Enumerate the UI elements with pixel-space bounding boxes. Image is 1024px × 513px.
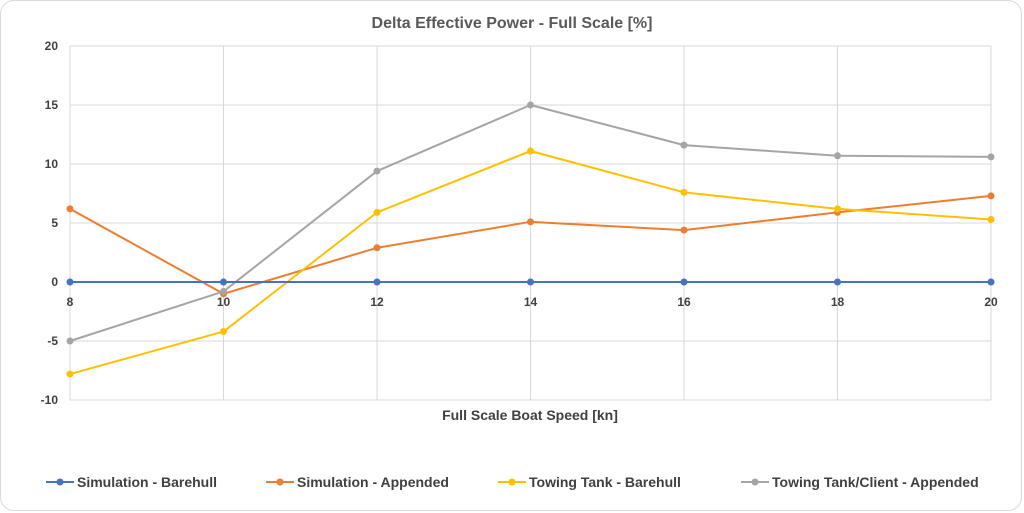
data-point (373, 167, 381, 175)
data-point (987, 215, 995, 223)
data-point (987, 192, 995, 200)
series-layer (66, 101, 995, 378)
legend-label: Simulation - Barehull (77, 474, 217, 490)
legend-swatch-marker (276, 478, 284, 486)
x-tick-label: 8 (67, 295, 74, 309)
data-point (373, 208, 381, 216)
data-point (373, 244, 381, 252)
data-point (680, 141, 688, 149)
data-point (220, 328, 227, 336)
y-axis-ticks: -10 -5 0 5 10 15 20 (41, 39, 59, 407)
data-point (373, 278, 381, 286)
data-point (66, 278, 74, 286)
data-point (987, 153, 995, 161)
y-tick-label: 0 (51, 275, 58, 289)
x-tick-label: 10 (217, 295, 231, 309)
x-axis-ticks: 8 10 12 14 16 18 20 (67, 295, 998, 309)
y-tick-label: 10 (45, 157, 59, 171)
legend-swatch-marker (508, 478, 516, 486)
data-point (220, 287, 227, 295)
data-point (66, 205, 74, 213)
legend-item: Towing Tank - Barehull (498, 474, 681, 490)
legend-label: Towing Tank - Barehull (529, 474, 681, 490)
legend-item: Simulation - Barehull (46, 474, 217, 490)
data-point (66, 370, 74, 378)
data-point (834, 205, 841, 213)
legend: Simulation - Barehull Simulation - Append… (46, 474, 979, 490)
y-tick-label: -10 (41, 393, 59, 407)
data-point (834, 152, 841, 160)
data-point (834, 278, 841, 286)
x-tick-label: 12 (370, 295, 384, 309)
x-tick-label: 14 (524, 295, 538, 309)
data-point (66, 337, 74, 345)
legend-swatch-marker (751, 478, 759, 486)
series-0 (66, 278, 995, 286)
y-tick-label: 20 (45, 39, 59, 53)
series-3 (66, 101, 995, 345)
data-point (527, 147, 534, 155)
y-tick-label: -5 (47, 334, 58, 348)
x-tick-label: 20 (984, 295, 998, 309)
data-point (680, 188, 688, 196)
series-2 (66, 147, 995, 378)
x-tick-label: 16 (677, 295, 691, 309)
data-point (680, 278, 688, 286)
legend-swatch-marker (56, 478, 64, 486)
data-point (527, 218, 534, 226)
data-point (680, 226, 688, 234)
y-tick-label: 5 (51, 216, 58, 230)
data-point (220, 278, 227, 286)
data-point (527, 278, 534, 286)
legend-label: Towing Tank/Client - Appended (772, 474, 979, 490)
y-tick-label: 15 (45, 98, 59, 112)
legend-item: Simulation - Appended (266, 474, 449, 490)
chart-title: Delta Effective Power - Full Scale [%] (372, 15, 653, 32)
x-tick-label: 18 (831, 295, 845, 309)
legend-item: Towing Tank/Client - Appended (741, 474, 979, 490)
data-point (527, 101, 534, 109)
legend-label: Simulation - Appended (297, 474, 449, 490)
x-axis-label: Full Scale Boat Speed [kn] (442, 407, 618, 423)
data-point (987, 278, 995, 286)
